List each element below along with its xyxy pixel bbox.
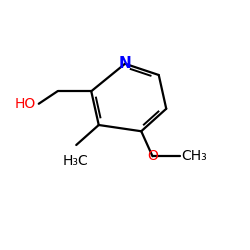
Text: HO: HO — [15, 97, 36, 111]
Text: N: N — [119, 56, 132, 71]
Text: H₃C: H₃C — [62, 154, 88, 168]
Text: O: O — [147, 149, 158, 163]
Text: CH₃: CH₃ — [181, 149, 207, 163]
